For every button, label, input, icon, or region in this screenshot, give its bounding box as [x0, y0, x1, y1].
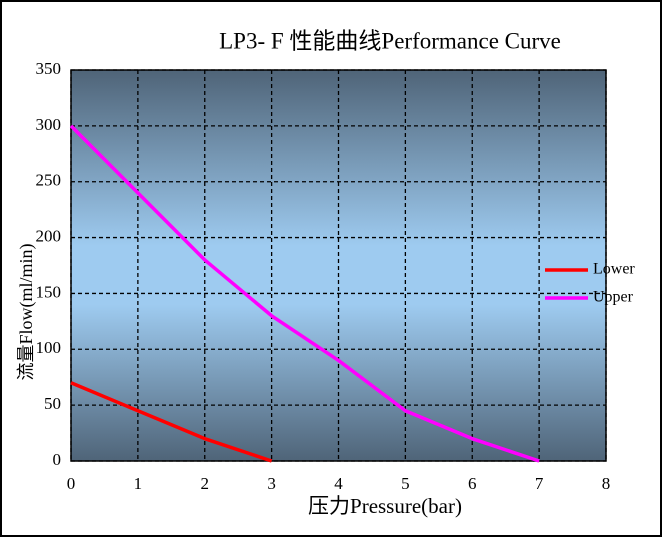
legend-label: Upper [593, 289, 634, 306]
x-tick-label: 0 [67, 474, 76, 493]
x-tick-label: 5 [401, 474, 410, 493]
x-tick-label: 4 [334, 474, 343, 493]
y-tick-label: 250 [36, 171, 62, 190]
y-tick-label: 350 [36, 59, 62, 78]
series-line [69, 124, 540, 463]
y-axis-label: 流量Flow(ml/min) [16, 243, 37, 380]
x-tick-label: 6 [468, 474, 477, 493]
x-axis-label: 压力Pressure(bar) [308, 494, 462, 518]
x-tick-label: 8 [602, 474, 611, 493]
legend-label: Lower [593, 261, 635, 278]
y-tick-label: 300 [36, 115, 62, 134]
x-tick-label: 1 [134, 474, 143, 493]
x-tick-label: 3 [267, 474, 276, 493]
x-tick-label: 7 [535, 474, 544, 493]
y-tick-label: 200 [36, 226, 62, 245]
series-line [70, 381, 273, 463]
x-tick-label: 2 [201, 474, 210, 493]
chart-title: LP3- F 性能曲线Performance Curve [219, 28, 561, 53]
y-tick-label: 0 [53, 450, 62, 469]
y-tick-label: 150 [36, 282, 62, 301]
y-tick-label: 50 [44, 394, 61, 413]
plot-border [70, 69, 607, 462]
y-tick-label: 100 [36, 338, 62, 357]
